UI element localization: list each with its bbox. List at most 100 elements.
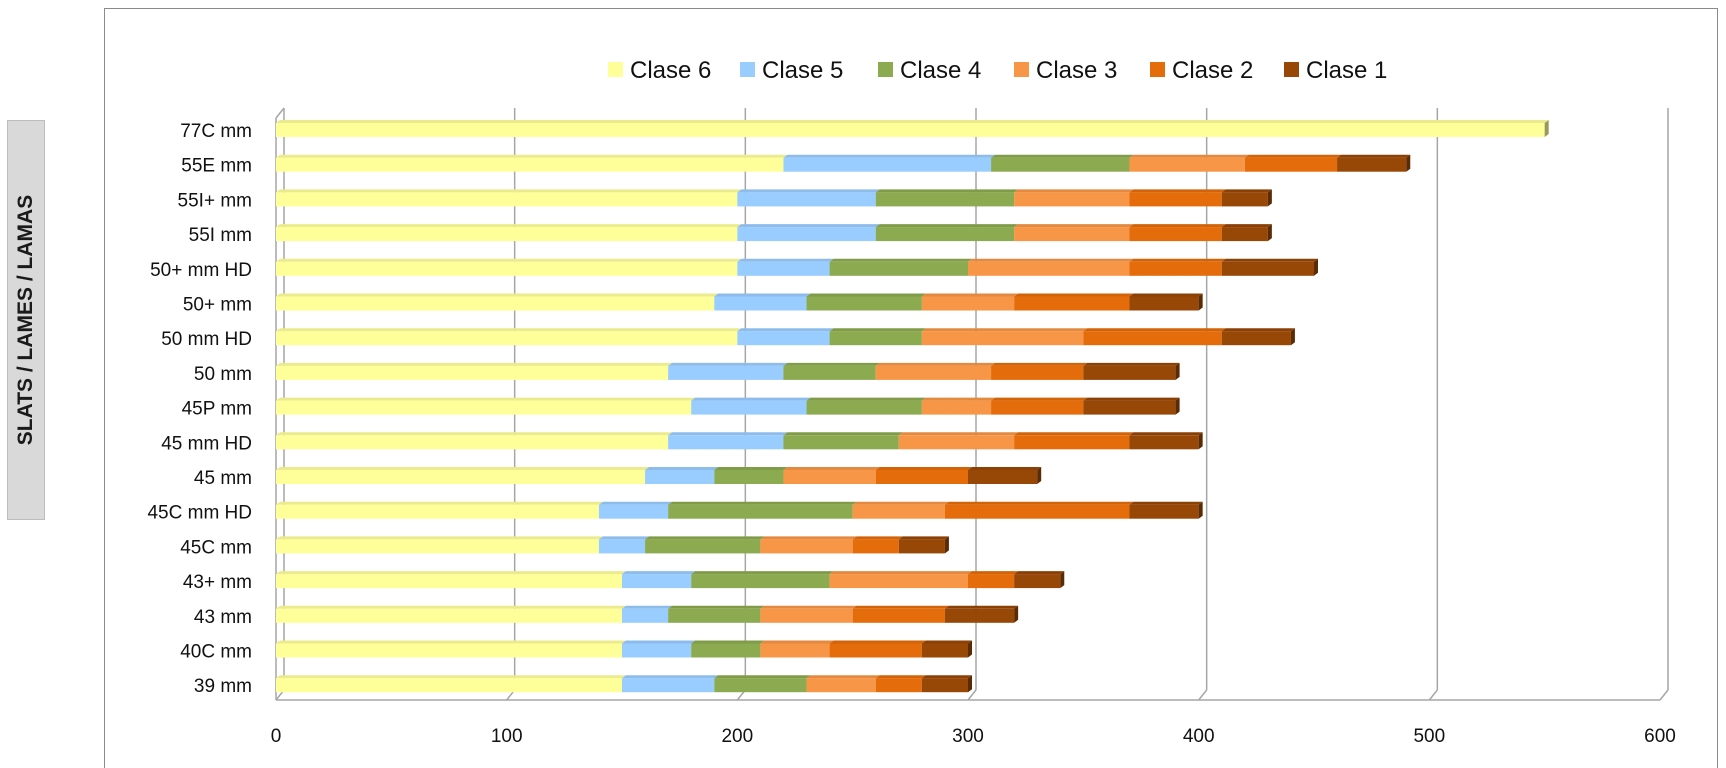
bar-front-face	[898, 435, 1015, 450]
bar-top-face	[1129, 224, 1226, 228]
bar-front-face	[829, 261, 968, 276]
bar-segment	[276, 258, 742, 276]
bar-segment	[760, 640, 834, 658]
bar-segment	[1014, 189, 1134, 207]
category-label: 50 mm	[194, 364, 252, 385]
bar-front-face	[276, 400, 692, 415]
bar-front-face	[1129, 435, 1199, 450]
bar-top-face	[668, 432, 788, 436]
x-tick-label: 200	[721, 726, 753, 747]
bar-segment	[1014, 293, 1134, 311]
bar-top-face	[622, 571, 696, 575]
bar-top-face	[1129, 189, 1226, 193]
bar-top-face	[645, 536, 765, 540]
bar-segment	[276, 224, 742, 242]
bar-top-face	[783, 432, 903, 436]
bar-front-face	[1083, 331, 1222, 346]
bar-end-face	[1198, 501, 1203, 519]
bar-front-face	[714, 470, 784, 484]
bar-front-face	[645, 539, 761, 554]
bar-top-face	[276, 189, 742, 193]
bar-top-face	[645, 467, 719, 470]
bar-segment	[1083, 362, 1180, 380]
bar-front-face	[598, 504, 669, 519]
bar-segment	[783, 154, 996, 172]
bar-segment	[276, 571, 626, 589]
bar-segment	[276, 536, 603, 554]
bar-front-face	[944, 608, 1015, 623]
gridline-floor-400	[1198, 689, 1208, 701]
bar-front-face	[968, 261, 1130, 276]
legend-swatch	[1150, 62, 1165, 77]
bar-segment	[691, 571, 834, 589]
bar-top-face	[276, 605, 626, 609]
bar-top-face	[875, 675, 926, 679]
bar-top-face	[760, 536, 857, 540]
bar-segment	[875, 467, 972, 484]
bar-segment	[276, 397, 696, 415]
bar-segment	[1337, 154, 1411, 172]
bar-segment	[829, 258, 972, 276]
x-tick-label: 0	[271, 726, 282, 747]
bar-top-face	[921, 328, 1088, 332]
bar-top-face	[276, 640, 626, 644]
bar-end-face	[1175, 362, 1180, 380]
bar-top-face	[622, 640, 696, 644]
legend-label: Clase 1	[1306, 57, 1387, 84]
bar-top-face	[852, 605, 949, 609]
bar-top-face	[1129, 293, 1203, 297]
bar-top-face	[276, 293, 719, 297]
bar-front-face	[668, 608, 761, 623]
bar-top-face	[1221, 224, 1272, 228]
bar-front-face	[968, 574, 1015, 589]
bar-front-face	[829, 574, 968, 589]
bar-segment	[898, 536, 949, 554]
bar-segment	[622, 675, 719, 693]
bar-segment	[898, 432, 1019, 450]
bar-front-face	[622, 608, 669, 623]
bar-end-face	[1175, 397, 1180, 415]
bar-segment	[852, 501, 949, 519]
bar-front-face	[1221, 227, 1268, 242]
bar-segment	[991, 397, 1088, 415]
bar-segment	[829, 328, 926, 346]
bar-top-face	[1129, 501, 1203, 505]
bar-top-face	[668, 501, 857, 505]
x-tick-label: 600	[1644, 726, 1676, 747]
bar-top-face	[276, 432, 673, 436]
bar-top-face	[1014, 571, 1065, 575]
bar-front-face	[921, 331, 1084, 346]
bar-top-face	[829, 640, 926, 644]
bar-top-face	[898, 536, 949, 540]
bar-segment	[921, 675, 972, 693]
bar-segment	[714, 675, 811, 693]
bar-segment	[645, 536, 765, 554]
bar-front-face	[921, 678, 968, 693]
bar-front-face	[1083, 400, 1176, 415]
bar-front-face	[875, 192, 1015, 207]
bar-segment	[668, 501, 857, 519]
category-label: 77C mm	[180, 121, 252, 142]
bar-front-face	[806, 678, 876, 693]
bar-front-face	[276, 643, 622, 658]
bar-segment	[276, 605, 626, 623]
bar-front-face	[714, 296, 807, 311]
x-tick-label: 500	[1413, 726, 1445, 747]
bar-top-face	[991, 397, 1088, 401]
bar-front-face	[852, 504, 945, 519]
bar-top-face	[276, 120, 1549, 123]
bar-top-face	[921, 397, 996, 401]
bar-segment	[806, 675, 880, 693]
bar-top-face	[276, 571, 626, 575]
bar-front-face	[1221, 331, 1291, 346]
bar-end-face	[1267, 189, 1272, 207]
bar-segment	[276, 293, 719, 311]
bar-front-face	[783, 365, 876, 380]
bar-front-face	[1129, 227, 1222, 242]
gridline-floor-300	[967, 689, 977, 701]
bar-front-face	[944, 504, 1130, 519]
bar-segment	[783, 432, 903, 450]
bar-segment	[875, 362, 996, 380]
bar-front-face	[276, 157, 784, 172]
bar-front-face	[1083, 365, 1176, 380]
